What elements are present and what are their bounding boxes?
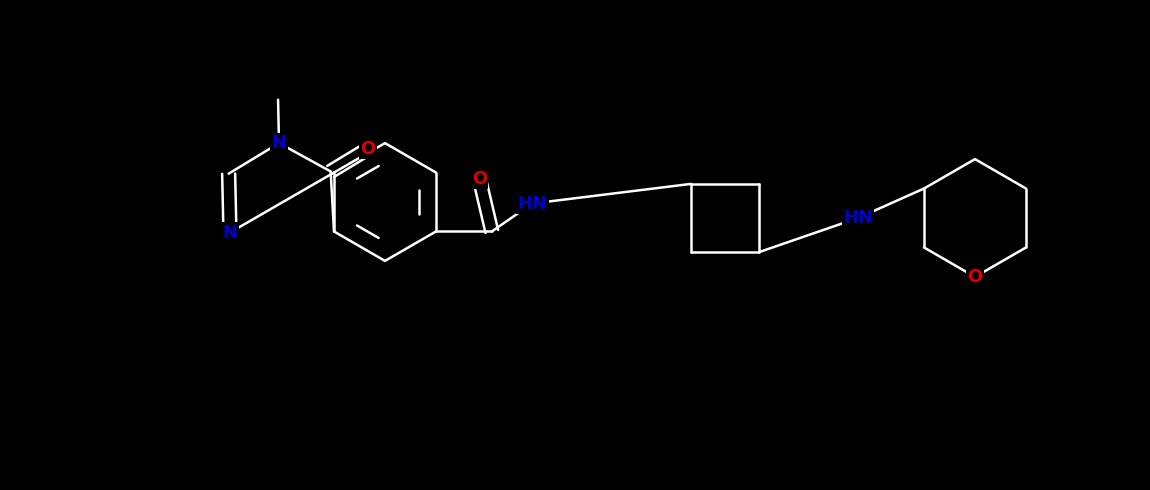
Text: N: N [271,134,286,152]
Text: O: O [967,268,982,286]
Text: N: N [222,223,237,242]
Text: O: O [472,170,488,188]
Text: HN: HN [843,209,873,227]
Text: O: O [360,140,375,158]
Text: HN: HN [518,195,547,213]
